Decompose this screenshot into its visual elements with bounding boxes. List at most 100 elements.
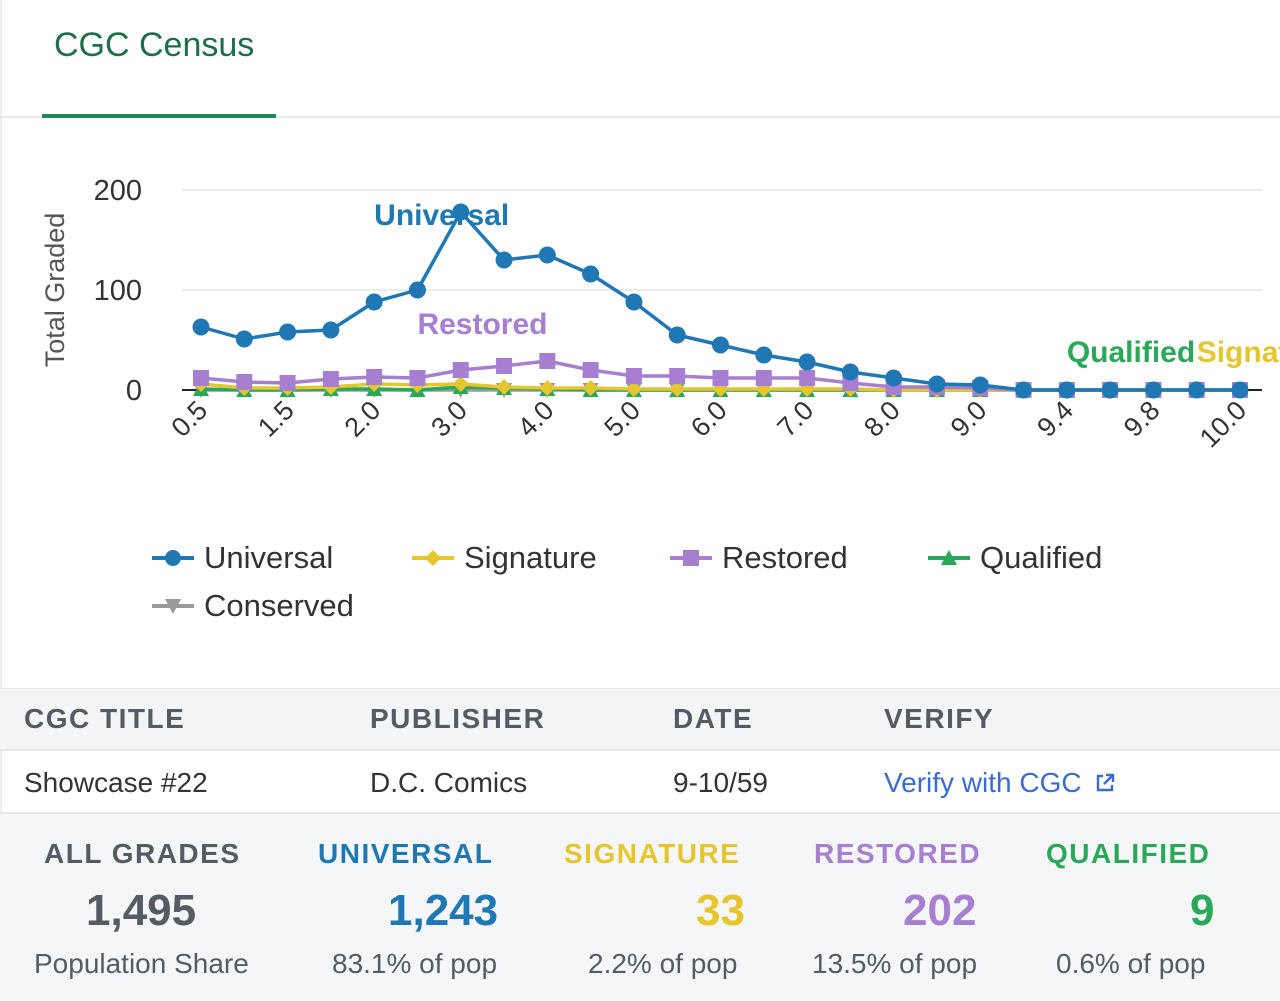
data-point-universal [755,346,773,364]
data-point-universal [279,323,297,341]
x-tick-label: 8.0 [858,395,906,443]
data-point-universal [625,293,643,311]
legend-marker-signature [412,550,454,566]
data-point-signature [496,379,513,395]
legend-item-qualified[interactable]: Qualified [926,540,1102,576]
data-point-signature [452,376,469,392]
title-table: CGC TITLE PUBLISHER DATE VERIFY Showcase… [0,688,1280,815]
data-point-universal [798,353,816,371]
annotation-restored: Restored [417,308,547,341]
header-cgc-title: CGC TITLE [24,703,186,734]
data-point-restored [409,370,426,386]
stat-qualified-sub: 0.6% of pop [1056,948,1206,979]
data-point-signature [625,381,642,397]
data-point-universal [582,265,600,283]
x-tick-label: 7.0 [772,395,820,443]
legend-label-conserved: Conserved [204,588,354,623]
y-tick-label: 0 [126,375,142,407]
stat-restored-value: 202 [903,886,977,935]
stat-universal-sub: 83.1% of pop [332,948,498,979]
data-point-signature [582,380,599,396]
data-point-restored [279,375,296,391]
population-stats: ALL GRADES 1,495 Population Share UNIVER… [0,812,1280,1001]
data-point-signature [669,381,686,397]
data-point-restored [193,370,209,386]
legend-marker-universal [152,550,194,566]
stat-all-grades-value: 1,495 [86,886,197,935]
data-point-restored [366,369,383,385]
legend-item-restored[interactable]: Restored [668,540,848,576]
x-tick-label: 9.4 [1031,395,1079,443]
data-point-universal [1101,381,1119,399]
stat-universal-value: 1,243 [388,886,499,935]
data-point-universal [1144,381,1162,399]
stat-all-grades-sub: Population Share [34,948,249,979]
stat-restored-label: RESTORED [814,838,982,869]
header-publisher: PUBLISHER [370,703,546,734]
verify-link-label: Verify with CGC [884,767,1082,798]
annotation-signature: Signature [1197,336,1280,369]
tab-cgc-census[interactable]: CGC Census [42,0,276,118]
legend-marker-qualified [928,550,970,565]
legend-label-signature: Signature [464,540,597,575]
data-point-restored [452,362,469,378]
left-border [0,0,2,999]
census-chart: 0 100 200 Total Graded 0.5 1.5 2.0 3.0 4.0 5.0 6.0… [40,175,1280,453]
data-point-restored [799,370,816,386]
cell-title: Showcase #22 [24,767,208,798]
external-link-icon [1096,773,1114,792]
data-point-restored [582,362,599,378]
data-point-universal [928,375,946,393]
annotation-qualified: Qualified [1067,336,1195,369]
x-tick-label: 0.5 [165,395,213,443]
y-axis-label: Total Graded [40,213,70,368]
stat-signature-label: SIGNATURE [564,838,741,869]
x-tick-label: 10.0 [1194,395,1252,453]
data-point-universal [192,318,210,336]
legend-label-universal: Universal [204,540,334,575]
stat-restored-sub: 13.5% of pop [812,948,978,979]
header-verify: VERIFY [884,703,995,734]
x-tick-label: 9.8 [1118,395,1166,443]
cell-date: 9-10/59 [673,767,768,798]
legend-label-qualified: Qualified [980,540,1103,575]
data-point-restored [625,368,642,384]
data-point-universal [668,326,686,344]
x-tick-label: 1.5 [252,395,300,443]
cell-publisher: D.C. Comics [370,767,528,798]
table-header: CGC TITLE PUBLISHER DATE VERIFY [0,688,1280,751]
data-point-restored [236,374,253,390]
data-point-universal [322,321,340,339]
header-date: DATE [673,703,754,734]
annotation-universal: Universal [374,199,509,232]
data-point-universal [971,376,989,394]
stat-qualified-value: 9 [1190,886,1215,935]
data-point-universal [841,363,859,381]
legend-item-conserved[interactable]: Conserved [150,588,354,624]
data-point-universal [452,203,470,221]
data-point-universal [1058,381,1076,399]
data-point-restored [322,371,339,387]
data-point-signature [539,380,556,396]
data-point-restored [755,370,772,386]
data-point-universal [1188,381,1206,399]
y-tick-label: 200 [94,175,142,207]
data-point-universal [885,369,903,387]
legend-label-restored: Restored [722,540,848,575]
x-tick-label: 2.0 [339,395,387,443]
x-tick-label: 3.0 [425,395,473,443]
data-point-universal [712,336,729,354]
x-tick-label: 9.0 [945,395,993,443]
data-point-universal [1015,381,1033,399]
verify-with-cgc-link[interactable]: Verify with CGC [884,767,1116,799]
y-tick-label: 100 [94,275,142,307]
data-point-universal [408,281,426,299]
stat-qualified-label: QUALIFIED [1046,838,1211,869]
data-point-restored [669,368,686,384]
x-tick-label: 4.0 [512,395,560,443]
x-tick-label: 6.0 [685,395,733,443]
legend-item-universal[interactable]: Universal [150,540,333,576]
legend-item-signature[interactable]: Signature [410,540,597,576]
stat-all-grades-label: ALL GRADES [44,838,241,869]
legend-marker-restored [670,550,712,566]
